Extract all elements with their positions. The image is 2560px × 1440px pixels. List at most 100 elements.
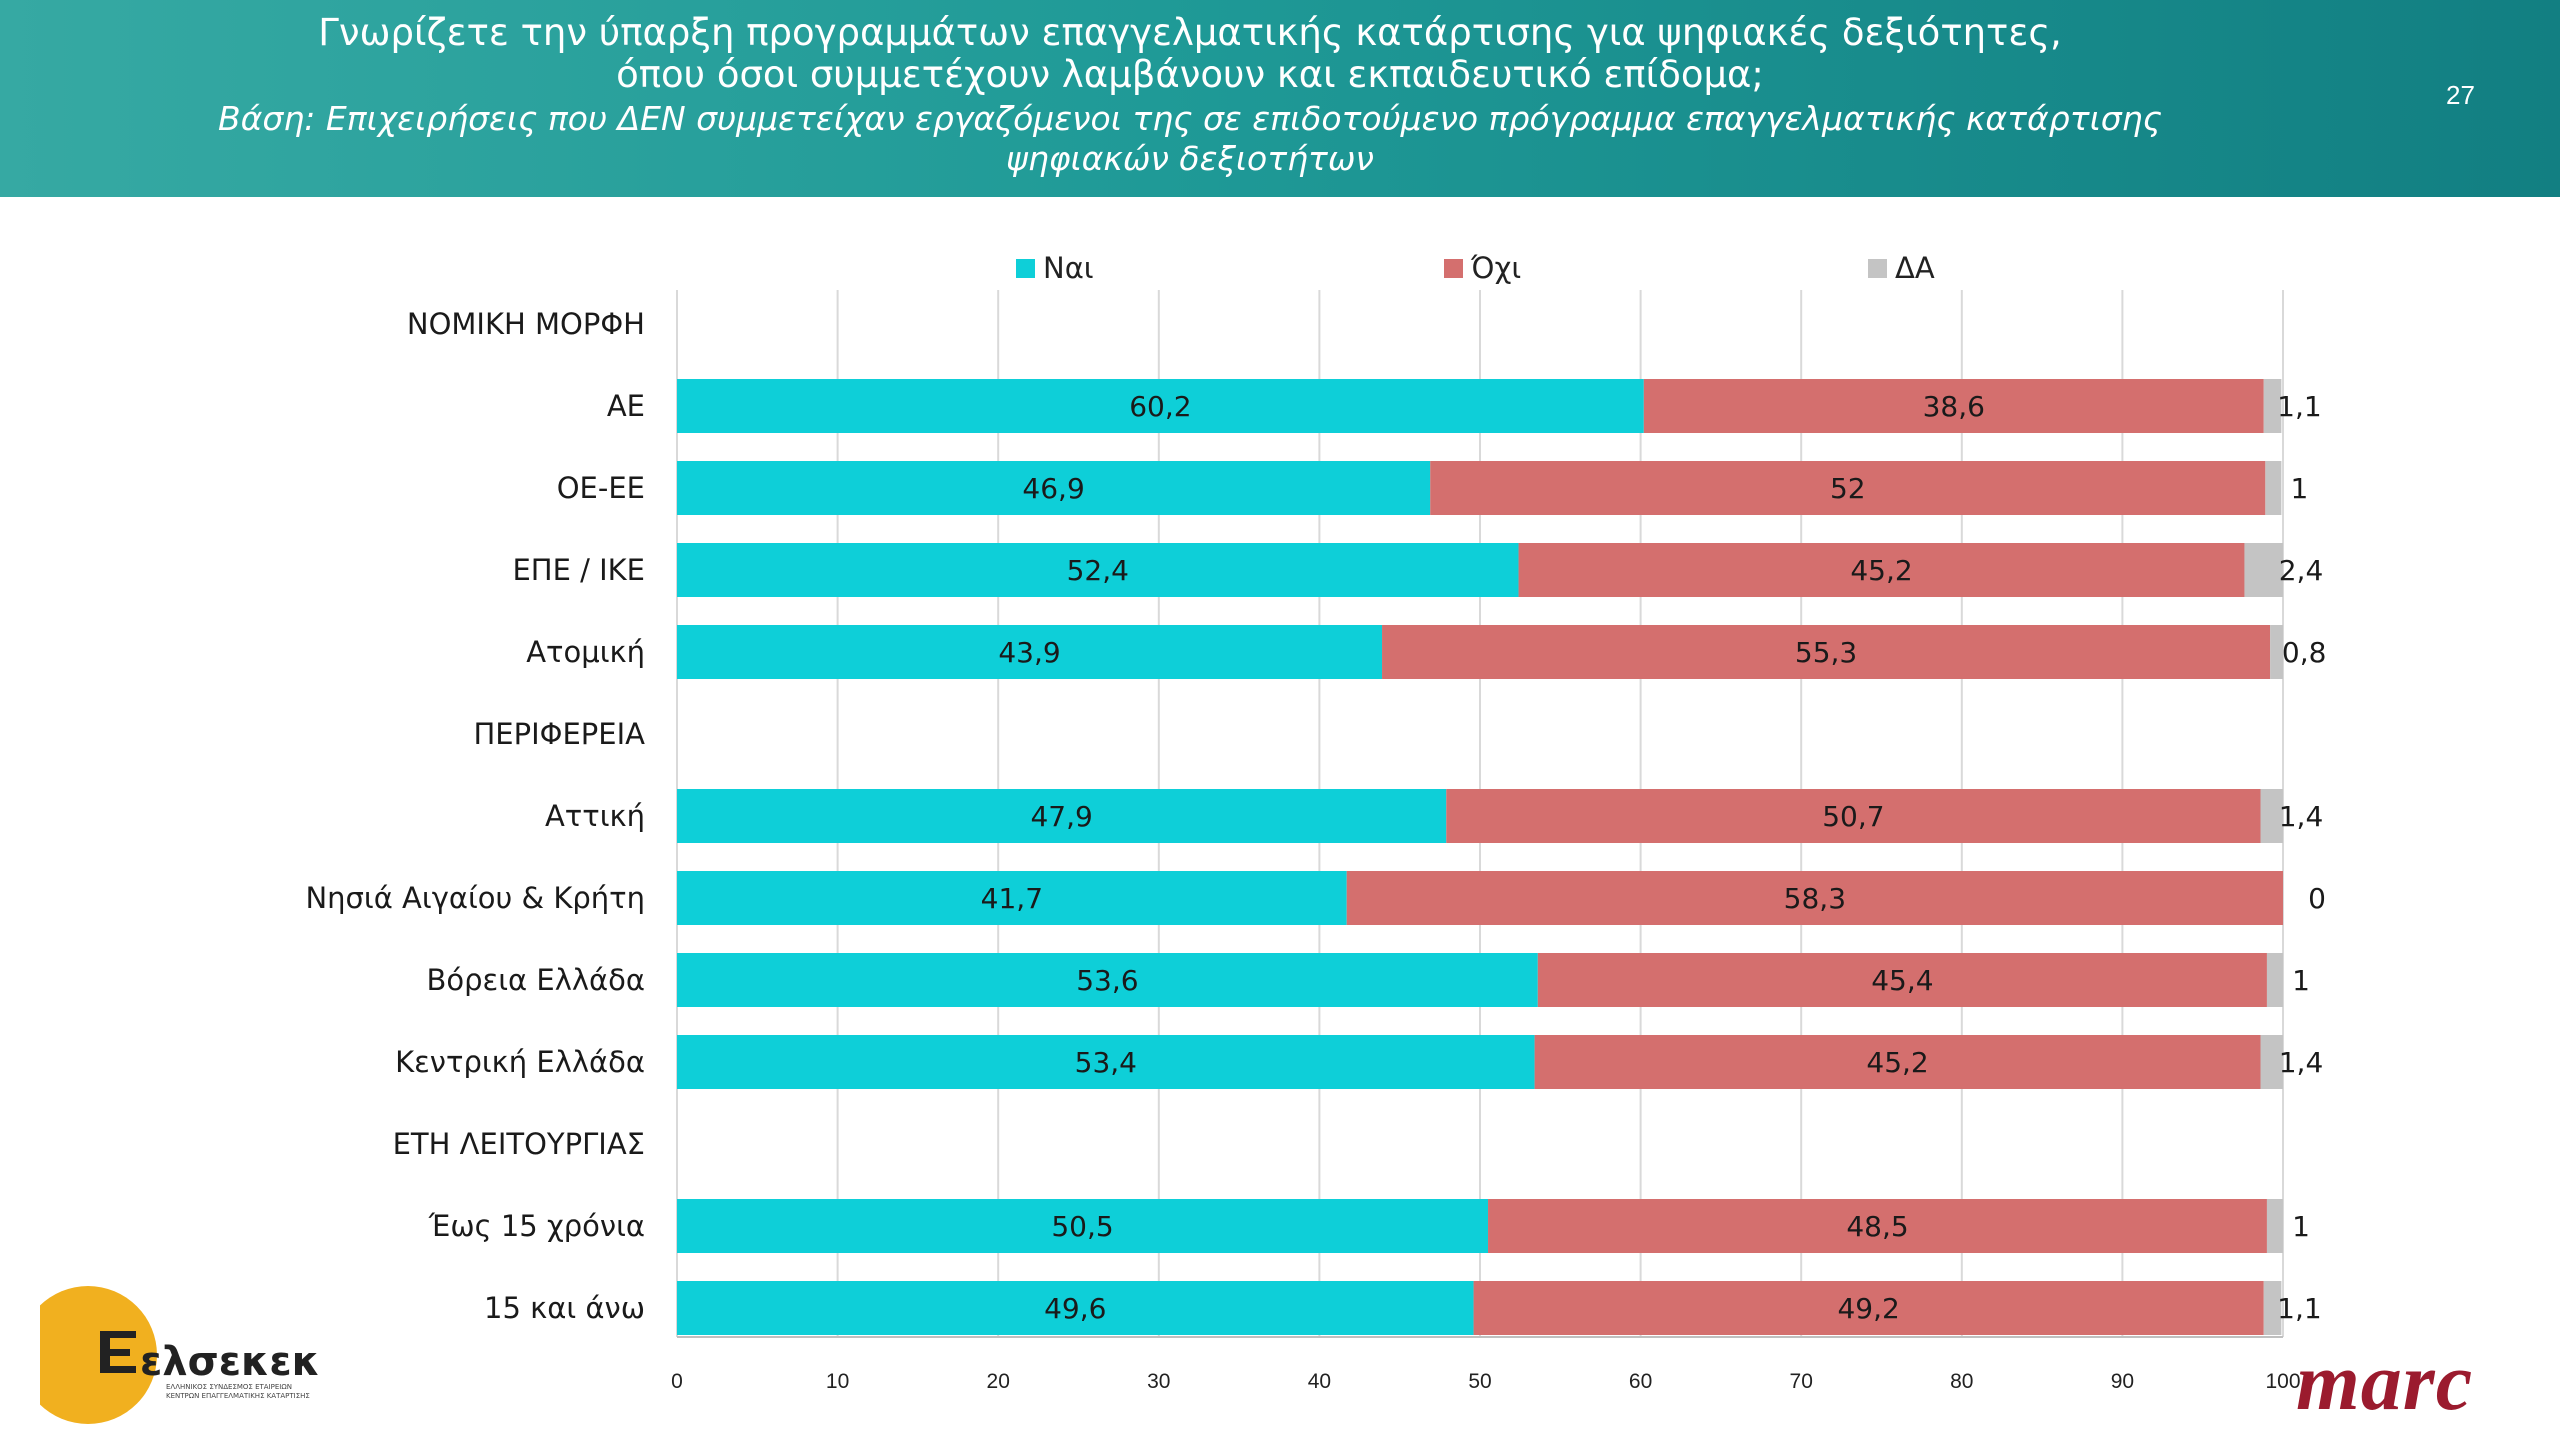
data-label: 45,4	[1871, 964, 1933, 997]
bar-segment-ochi	[1473, 1281, 2264, 1335]
data-label: 58,3	[1784, 882, 1846, 915]
data-label: 41,7	[981, 882, 1043, 915]
bar-segment-nai	[677, 789, 1447, 843]
chart-subtitle-line-1: Βάση: Επιχειρήσεις που ΔΕΝ συμμετείχαν ε…	[218, 99, 2162, 138]
bar-segment-da	[2244, 543, 2283, 597]
legend-label-ochi: Όχι	[1471, 251, 1522, 285]
bar-segment-da	[2260, 789, 2283, 843]
category-label: Ατομική	[526, 635, 645, 669]
data-label: 43,9	[998, 636, 1060, 669]
bar-segment-ochi	[1643, 379, 2264, 433]
legend-item-ochi: Όχι	[1444, 246, 1521, 290]
data-label: 46,9	[1022, 472, 1084, 505]
category-label: 15 και άνω	[484, 1291, 645, 1325]
category-label: Νησιά Αιγαίου & Κρήτη	[305, 881, 645, 915]
bar-segment-nai	[677, 461, 1431, 515]
chart-subtitle-line-2: ψηφιακών δεξιοτήτων	[1006, 139, 1374, 178]
legend-label-nai: Ναι	[1043, 251, 1094, 285]
category-label: ΟΕ-ΕΕ	[557, 471, 645, 505]
x-tick-label: 30	[1147, 1370, 1170, 1393]
bar-segment-ochi	[1488, 1199, 2267, 1253]
data-label: 1	[2290, 472, 2308, 505]
bar-segment-da	[2266, 1199, 2283, 1253]
legend-swatch-nai	[1016, 258, 1035, 278]
data-label: 0	[2308, 882, 2326, 915]
section-header-label: ΝΟΜΙΚΗ ΜΟΡΦΗ	[407, 307, 645, 341]
x-tick-label: 40	[1308, 1370, 1331, 1393]
elsekek-tagline-2: ΚΕΝΤΡΩΝ ΕΠΑΓΓΕΛΜΑΤΙΚΗΣ ΚΑΤΑΡΤΙΣΗΣ	[166, 1392, 310, 1400]
data-label: 1,4	[2279, 1046, 2324, 1079]
bar-segment-da	[2270, 625, 2283, 679]
data-label: 38,6	[1923, 390, 1985, 423]
page-number: 27	[2446, 80, 2475, 110]
bar-segment-da	[2266, 953, 2283, 1007]
chart-title-line-1: Γνωρίζετε την ύπαρξη προγραμμάτων επαγγε…	[318, 11, 2062, 54]
x-tick-label: 10	[826, 1370, 849, 1393]
data-label: 47,9	[1030, 800, 1092, 833]
bar-segment-da	[2260, 1035, 2283, 1089]
bar-segment-ochi	[1518, 543, 2245, 597]
category-label: Κεντρική Ελλάδα	[395, 1045, 645, 1079]
bar-segment-nai	[677, 1199, 1489, 1253]
data-label: 45,2	[1850, 554, 1912, 587]
data-label: 55,3	[1795, 636, 1857, 669]
bar-segment-da	[2263, 1281, 2282, 1335]
data-label: 49,2	[1837, 1292, 1899, 1325]
x-tick-label: 0	[671, 1370, 683, 1393]
bar-segment-nai	[677, 625, 1383, 679]
x-tick-label: 70	[1790, 1370, 1813, 1393]
legend-label-da: ΔΑ	[1895, 251, 1935, 285]
data-label: 1	[2292, 1210, 2310, 1243]
elsekek-logo-circle	[40, 1286, 157, 1424]
bar-segment-ochi	[1534, 1035, 2261, 1089]
category-label: Βόρεια Ελλάδα	[427, 963, 646, 997]
data-label: 1,4	[2279, 800, 2324, 833]
data-label: 48,5	[1846, 1210, 1908, 1243]
bar-segment-nai	[677, 953, 1538, 1007]
data-label: 52	[1830, 472, 1866, 505]
data-label: 53,4	[1075, 1046, 1137, 1079]
elsekek-logo-stroke-top	[100, 1331, 136, 1338]
legend-swatch-da	[1868, 258, 1887, 278]
bar-segment-nai	[677, 1281, 1474, 1335]
data-label: 1,1	[2277, 390, 2322, 423]
x-tick-label: 100	[2265, 1370, 2300, 1393]
section-header-label: ΠΕΡΙΦΕΡΕΙΑ	[473, 717, 645, 751]
elsekek-wordmark: ελσεκεκ	[140, 1339, 320, 1385]
data-label: 49,6	[1044, 1292, 1106, 1325]
bar-segment-ochi	[1382, 625, 2271, 679]
elsekek-logo-stroke-bottom	[100, 1366, 136, 1373]
bar-segment-ochi	[1446, 789, 2261, 843]
section-header-label: ΕΤΗ ΛΕΙΤΟΥΡΓΙΑΣ	[393, 1127, 645, 1161]
data-label: 45,2	[1866, 1046, 1928, 1079]
bar-segment-ochi	[1537, 953, 2267, 1007]
bar-segment-nai	[677, 871, 1347, 925]
category-label: Αττική	[545, 799, 645, 833]
bar-segment-nai	[677, 379, 1644, 433]
x-tick-label: 50	[1468, 1370, 1491, 1393]
data-label: 52,4	[1067, 554, 1129, 587]
bar-segment-da	[2265, 461, 2282, 515]
data-label: 1,1	[2277, 1292, 2322, 1325]
data-label: 2,4	[2279, 554, 2324, 587]
legend-swatch-ochi	[1444, 258, 1463, 278]
category-label: Έως 15 χρόνια	[428, 1209, 645, 1243]
x-tick-label: 20	[987, 1370, 1010, 1393]
data-label: 50,7	[1822, 800, 1884, 833]
bar-segment-nai	[677, 543, 1519, 597]
data-label: 60,2	[1129, 390, 1191, 423]
elsekek-logo: ελσεκεκ ΕΛΛΗΝΙΚΟΣ ΣΥΝΔΕΣΜΟΣ ΕΤΑΙΡΕΙΩΝ ΚΕ…	[40, 1286, 320, 1424]
elsekek-tagline-1: ΕΛΛΗΝΙΚΟΣ ΣΥΝΔΕΣΜΟΣ ΕΤΑΙΡΕΙΩΝ	[166, 1383, 292, 1391]
data-label: 50,5	[1051, 1210, 1113, 1243]
data-label: 1	[2292, 964, 2310, 997]
x-tick-label: 90	[2111, 1370, 2134, 1393]
x-tick-label: 80	[1950, 1370, 1973, 1393]
bar-segment-da	[2263, 379, 2282, 433]
marc-logo: marc	[2296, 1336, 2474, 1427]
elsekek-logo-stroke-mid	[100, 1349, 130, 1356]
data-label: 53,6	[1076, 964, 1138, 997]
header-banner: Γνωρίζετε την ύπαρξη προγραμμάτων επαγγε…	[0, 0, 2560, 197]
bar-segment-ochi	[1430, 461, 2266, 515]
category-label: ΑΕ	[607, 389, 645, 423]
